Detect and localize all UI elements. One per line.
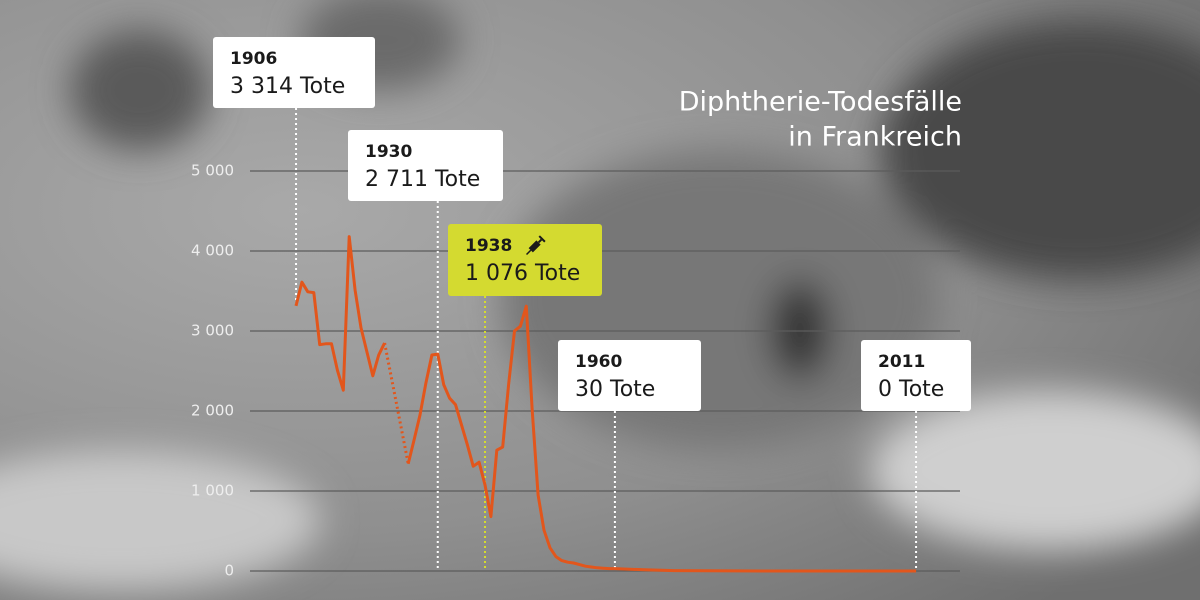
chart-title: Diphtherie-Todesfälle in Frankreich [679, 87, 962, 153]
annotation-year: 1930 [365, 142, 412, 162]
y-tick-label: 2 000 [191, 402, 234, 420]
annotation-box [558, 340, 701, 411]
annotation: 1930 2 711 Tote [348, 130, 503, 201]
y-tick-label: 4 000 [191, 242, 234, 260]
annotation-box [213, 37, 375, 108]
annotation-value: 3 314 Tote [230, 74, 345, 99]
annotation: 1906 3 314 Tote [213, 37, 375, 108]
title-line: Diphtherie-Todesfälle [679, 87, 962, 118]
syringe-plunger [537, 238, 543, 244]
annotation-year: 1906 [230, 49, 277, 69]
gap-bridge [383, 342, 410, 465]
annotation-year: 1938 [465, 236, 512, 256]
y-tick-label: 1 000 [191, 482, 234, 500]
data-line [406, 304, 917, 573]
y-tick-label: 3 000 [191, 322, 234, 340]
annotation: 1960 30 Tote [558, 340, 701, 411]
syringe-handle [538, 235, 546, 243]
annotation-value: 2 711 Tote [365, 167, 480, 192]
data-line [294, 235, 386, 392]
syringe-icon [525, 235, 546, 256]
y-tick-label: 0 [224, 562, 234, 580]
annotation-year: 2011 [878, 352, 925, 372]
annotation-box [348, 130, 503, 201]
annotation: 1938 1 076 Tote [448, 224, 602, 296]
title-line: in Frankreich [788, 122, 962, 153]
annotation-box [861, 340, 971, 411]
syringe-body [528, 240, 541, 253]
syringe-needle [525, 249, 532, 256]
annotation-value: 30 Tote [575, 377, 655, 402]
annotation-box [448, 224, 602, 296]
annotation-value: 1 076 Tote [465, 261, 580, 286]
annotation: 2011 0 Tote [861, 340, 971, 411]
annotation-value: 0 Tote [878, 377, 944, 402]
y-tick-label: 5 000 [191, 162, 234, 180]
annotation-year: 1960 [575, 352, 622, 372]
